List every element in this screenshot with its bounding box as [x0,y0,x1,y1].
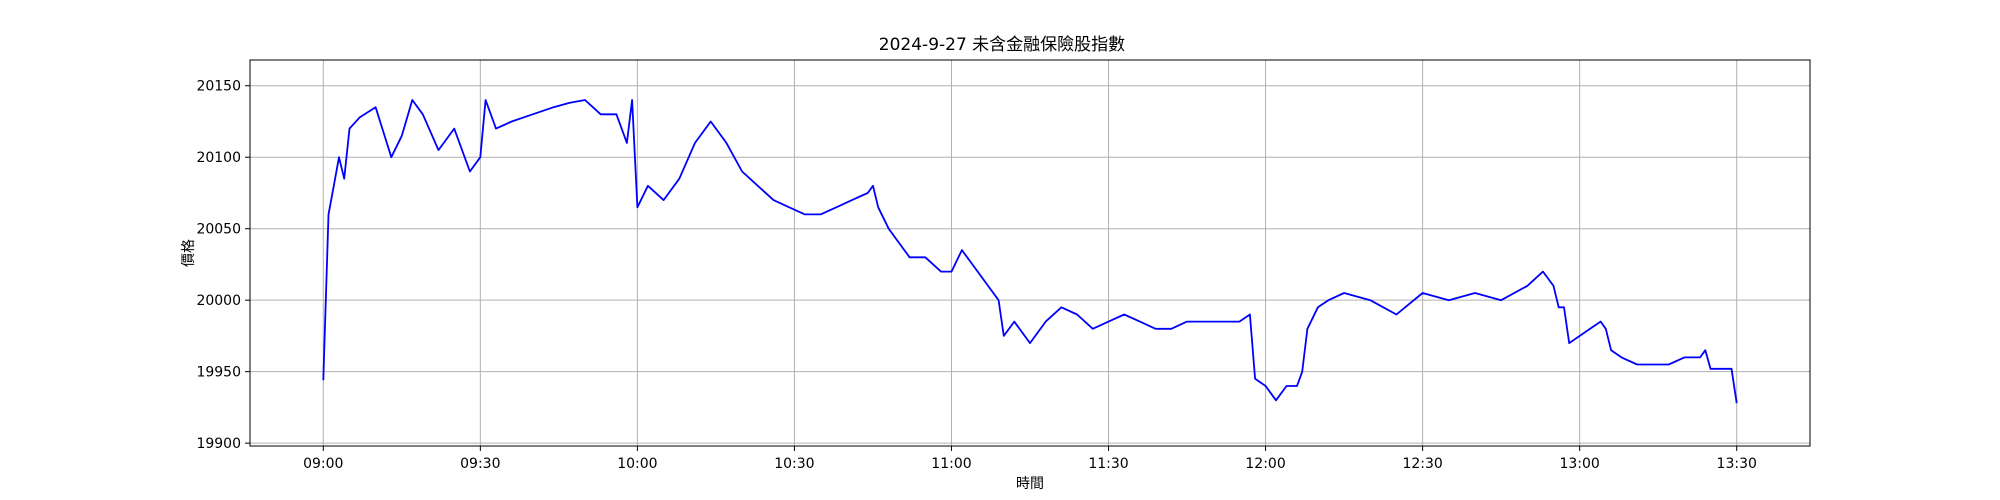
x-tick-label: 12:30 [1402,456,1442,472]
x-tick-label: 09:00 [303,456,343,472]
series-line [322,99,1738,404]
y-tick-label: 20050 [196,222,241,238]
chart-title: 2024-9-27 未含金融保險股指數 [879,35,1125,55]
x-tick-label: 10:00 [617,456,657,472]
y-axis: 19900 19950 20000 20050 20100 20150 [196,79,250,452]
x-tick-label: 11:00 [931,456,971,472]
grid-lines [250,60,1810,446]
price-series [322,99,1738,404]
x-tick-label: 13:30 [1717,456,1757,472]
x-tick-label: 10:30 [774,456,814,472]
x-tick-label: 12:00 [1245,456,1285,472]
x-axis: 09:00 09:30 10:00 10:30 11:00 11:30 12:00 12:30… [303,446,1757,472]
x-tick-label: 13:00 [1559,456,1599,472]
y-tick-label: 20150 [196,79,241,95]
x-axis-label: 時間 [1016,476,1044,492]
x-tick-label: 09:30 [460,456,500,472]
y-tick-label: 19950 [196,365,241,381]
x-tick-label: 11:30 [1088,456,1128,472]
y-axis-label: 價格 [180,239,197,267]
y-tick-label: 19900 [196,436,241,452]
y-tick-label: 20100 [196,150,241,166]
plot-frame [249,59,1811,447]
y-tick-label: 20000 [196,293,241,309]
